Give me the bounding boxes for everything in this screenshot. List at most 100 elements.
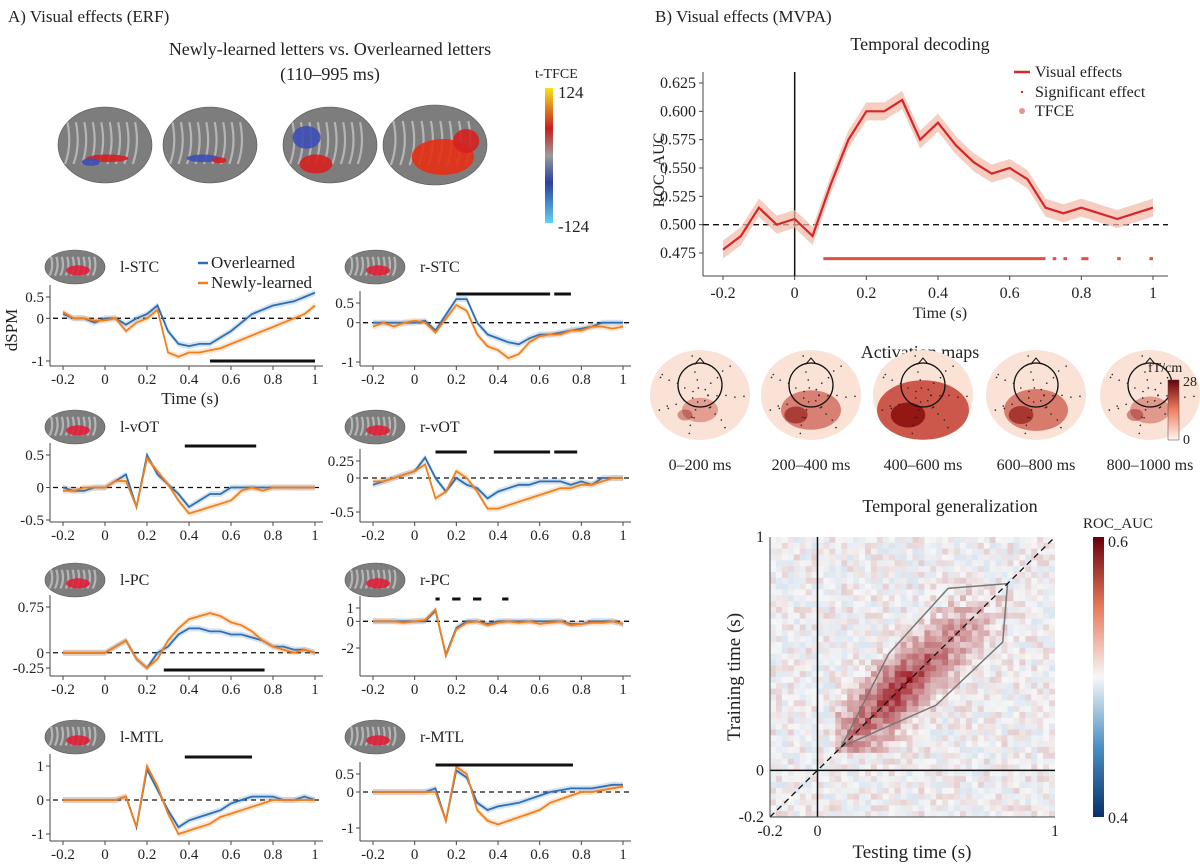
heatmap-cell <box>799 542 807 550</box>
heatmap-cell <box>977 542 985 550</box>
series-line-newly-learned <box>63 763 315 836</box>
heatmap-cell <box>942 677 949 684</box>
heatmap-cell <box>989 758 997 765</box>
heatmap-cell <box>811 560 818 567</box>
heatmap-cell <box>960 566 967 573</box>
heatmap-cell <box>924 537 931 544</box>
heatmap-cell <box>793 677 801 684</box>
heatmap-cell <box>823 607 830 614</box>
heatmap-cell <box>971 647 979 655</box>
heatmap-cell <box>817 694 824 701</box>
heatmap-cell <box>918 624 925 631</box>
heatmap-cell <box>841 630 848 637</box>
heatmap-cell <box>870 577 878 585</box>
heatmap-cell <box>924 747 931 754</box>
sensor-dot <box>919 379 922 381</box>
heatmap-cell <box>865 694 872 701</box>
heatmap-cell <box>965 770 973 777</box>
sensor-dot <box>1144 371 1146 373</box>
series-line-overlearned <box>62 291 316 348</box>
x-tick-label: 0 <box>411 847 419 863</box>
heatmap-cell <box>1013 642 1020 649</box>
heatmap-cell <box>965 799 973 806</box>
heatmap-cell <box>811 601 818 608</box>
heatmap-cell <box>781 758 789 765</box>
heatmap-cell <box>942 537 949 544</box>
heatmap-cell <box>906 787 913 795</box>
y-tick-label: 0 <box>347 785 355 801</box>
sensor-dot <box>1158 406 1161 409</box>
heatmap-cell <box>1037 595 1044 602</box>
heatmap-cell <box>793 688 801 695</box>
heatmap-cell <box>835 612 842 620</box>
heatmap-cell <box>847 572 854 579</box>
heatmap-cell <box>918 636 925 643</box>
head-outline <box>677 362 723 408</box>
heatmap-cell <box>1007 741 1014 748</box>
heatmap-cell <box>835 548 842 555</box>
heatmap-cell <box>918 776 925 783</box>
heatmap-cell <box>835 554 842 561</box>
heatmap-cell <box>948 677 955 684</box>
sensor-dot <box>1147 387 1150 389</box>
heatmap-cell <box>799 799 807 806</box>
heatmap-cell <box>835 793 842 800</box>
heatmap-cell <box>1043 554 1050 561</box>
heatmap-cell <box>811 659 818 666</box>
heatmap-cell <box>960 636 967 643</box>
heatmap-cell <box>823 542 830 550</box>
heatmap-cell <box>829 665 836 672</box>
heatmap-cell <box>1025 542 1032 550</box>
heatmap-cell <box>870 572 878 579</box>
heatmap-cell <box>1001 729 1008 736</box>
heatmap-cell <box>1025 706 1032 713</box>
heatmap-cell <box>817 647 824 655</box>
heatmap-cell <box>1031 706 1038 713</box>
heatmap-cell <box>805 735 813 742</box>
heatmap-cell <box>817 566 824 573</box>
heatmap-cell <box>954 752 961 760</box>
heatmap-cell <box>954 723 961 730</box>
heatmap-cell <box>1031 653 1038 660</box>
heatmap-cell <box>989 653 997 660</box>
heatmap-cell <box>924 811 931 817</box>
heatmap-cell <box>781 572 789 579</box>
x-tick-label: 0 <box>101 847 109 863</box>
heatmap-cell <box>942 665 949 672</box>
heatmap-cell <box>841 776 848 783</box>
heatmap-cell <box>817 752 824 760</box>
sensor-dot <box>1126 382 1129 385</box>
heatmap-cell <box>859 560 866 567</box>
heatmap-cell <box>823 560 830 567</box>
heatmap-cell <box>853 566 860 573</box>
heatmap-cell <box>1001 642 1008 649</box>
sensor-dot <box>734 396 736 398</box>
heatmap-cell <box>781 618 789 625</box>
heatmap-cell <box>894 735 902 742</box>
heatmap-cell <box>1049 607 1055 614</box>
heatmap-cell <box>876 566 884 573</box>
heatmap-cell <box>942 601 949 608</box>
heatmap-cell <box>882 805 890 812</box>
heatmap-cell <box>983 799 991 806</box>
heatmap-cell <box>841 723 848 730</box>
heatmap-cell <box>948 560 955 567</box>
heatmap-cell <box>817 624 824 631</box>
heatmap-cell <box>930 636 937 643</box>
brain-activation <box>81 158 101 166</box>
heatmap-cell <box>960 554 967 561</box>
heatmap-cell <box>870 776 878 783</box>
sensor-dot <box>772 373 775 376</box>
heatmap-cell <box>906 601 913 608</box>
heatmap-cell <box>954 583 961 590</box>
heatmap-cell <box>770 647 777 655</box>
sensor-dot <box>1027 355 1029 357</box>
heatmap-cell <box>775 601 783 608</box>
heatmap-cell <box>882 642 890 649</box>
heatmap-cell <box>989 764 997 771</box>
heatmap-cell <box>829 636 836 643</box>
heatmap-cell <box>781 642 789 649</box>
activation-colorbar <box>1167 379 1180 441</box>
heatmap-cell <box>1025 607 1032 614</box>
heatmap-cell <box>930 583 937 590</box>
